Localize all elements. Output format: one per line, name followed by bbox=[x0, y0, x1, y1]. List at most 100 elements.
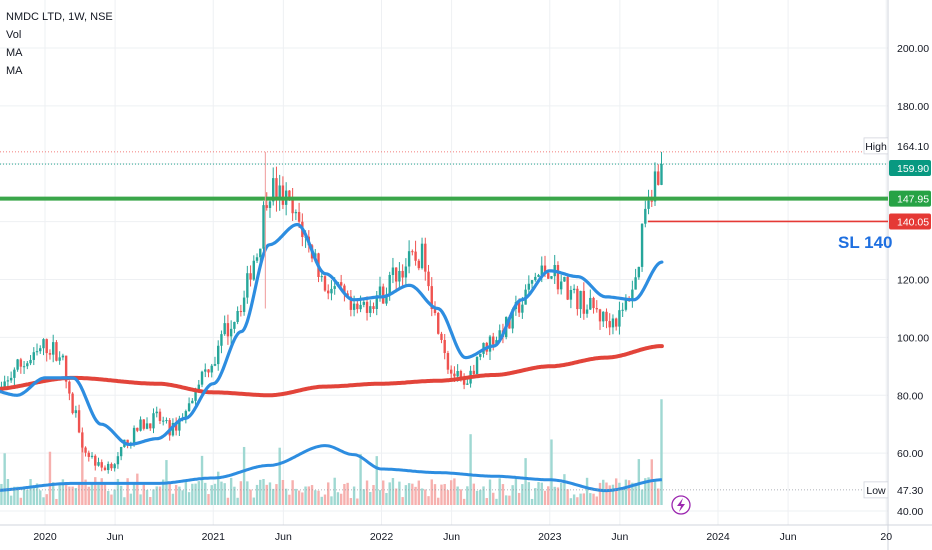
candle-body bbox=[87, 452, 90, 457]
candle-body bbox=[362, 301, 366, 305]
candle-body bbox=[97, 462, 100, 466]
candle-body bbox=[84, 447, 87, 453]
volume-bar bbox=[330, 496, 333, 505]
candle-body bbox=[637, 266, 641, 278]
volume-bar bbox=[327, 482, 330, 505]
price-tag-label: Low bbox=[866, 485, 886, 497]
candle-body bbox=[459, 370, 463, 379]
candle-body bbox=[598, 309, 602, 322]
candle-body bbox=[100, 462, 103, 468]
candle-body bbox=[39, 348, 42, 352]
time-tick-label: Jun bbox=[443, 531, 460, 543]
candle-body bbox=[398, 270, 401, 282]
candle-body bbox=[624, 299, 628, 310]
volume-bar bbox=[598, 482, 602, 505]
candle-body bbox=[511, 309, 514, 329]
volume-bar bbox=[501, 484, 505, 505]
candle-body bbox=[281, 185, 285, 205]
volume-bar bbox=[252, 497, 256, 505]
candle-body bbox=[495, 340, 498, 345]
volume-bar bbox=[394, 488, 398, 505]
volume-bar bbox=[534, 488, 537, 505]
candle-body bbox=[563, 276, 566, 282]
volume-bar bbox=[32, 487, 35, 505]
volume-bar bbox=[498, 478, 501, 505]
volume-bar bbox=[343, 483, 346, 505]
volume-bar bbox=[456, 486, 459, 505]
candle-body bbox=[592, 297, 595, 309]
volume-bar bbox=[77, 483, 81, 505]
candle-body bbox=[437, 312, 440, 334]
candle-body bbox=[103, 467, 107, 471]
candle-body bbox=[589, 297, 592, 310]
price-tag-stoploss: 140.05 bbox=[889, 213, 931, 230]
candle-body bbox=[19, 359, 23, 367]
price-tick-label: 60.00 bbox=[897, 448, 923, 460]
volume-bar bbox=[162, 479, 165, 505]
volume-bar bbox=[119, 485, 123, 505]
volume-bar bbox=[103, 484, 107, 505]
volume-bar bbox=[372, 485, 375, 505]
volume-bar bbox=[504, 495, 508, 505]
candle-body bbox=[236, 311, 239, 322]
volume-bar bbox=[514, 478, 518, 505]
volume-bar bbox=[382, 480, 385, 505]
volume-bar bbox=[589, 493, 592, 505]
volume-indicator-label[interactable]: Vol bbox=[6, 29, 22, 41]
volume-bar bbox=[404, 485, 408, 505]
time-tick-label: 2024 bbox=[706, 531, 730, 543]
volume-bar bbox=[81, 438, 84, 505]
volume-bar bbox=[19, 497, 23, 505]
volume-bar bbox=[482, 486, 485, 505]
candle-body bbox=[339, 282, 343, 286]
volume-bar bbox=[174, 485, 178, 505]
candle-body bbox=[168, 420, 171, 436]
volume-bar bbox=[100, 478, 103, 505]
volume-bar bbox=[236, 497, 239, 505]
candle-body bbox=[90, 455, 94, 457]
candle-body bbox=[71, 393, 74, 414]
candle-body bbox=[420, 243, 424, 269]
volume-bar bbox=[352, 486, 356, 505]
candle-body bbox=[359, 304, 362, 310]
candle-body bbox=[278, 185, 281, 201]
volume-bar bbox=[259, 479, 262, 505]
volume-bar bbox=[566, 489, 569, 505]
candle-body bbox=[404, 266, 408, 278]
volume-bar bbox=[123, 497, 126, 505]
candle-body bbox=[288, 190, 291, 199]
symbol-title[interactable]: NMDC LTD, 1W, NSE bbox=[6, 11, 113, 23]
volume-bar bbox=[605, 482, 608, 505]
volume-bar bbox=[94, 477, 97, 505]
volume-bar bbox=[537, 482, 540, 505]
price-tag-high: High 164.10 bbox=[863, 137, 931, 155]
volume-bar bbox=[427, 496, 430, 505]
volume-bar bbox=[602, 479, 605, 505]
candle-body bbox=[585, 309, 589, 314]
volume-bar bbox=[249, 489, 252, 505]
volume-bar bbox=[582, 493, 586, 505]
volume-bar bbox=[68, 486, 71, 505]
price-tick-label: 120.00 bbox=[897, 275, 929, 287]
candle-body bbox=[430, 286, 433, 310]
candle-body bbox=[414, 251, 417, 261]
volume-bar bbox=[55, 498, 58, 505]
volume-bar bbox=[647, 477, 650, 505]
candle-body bbox=[162, 420, 165, 422]
volume-bar bbox=[459, 489, 463, 505]
candle-body bbox=[327, 290, 330, 294]
candle-body bbox=[595, 308, 598, 310]
volume-bar bbox=[356, 498, 359, 505]
volume-bar bbox=[194, 483, 197, 505]
ma-indicator-label-1[interactable]: MA bbox=[6, 47, 23, 59]
volume-bar bbox=[255, 484, 259, 505]
volume-bar bbox=[644, 478, 647, 505]
ma-indicator-label-2[interactable]: MA bbox=[6, 65, 23, 77]
time-tick-label: 2022 bbox=[370, 531, 394, 543]
candle-body bbox=[453, 373, 456, 377]
volume-bar bbox=[45, 494, 48, 505]
candle-body bbox=[388, 275, 391, 295]
lightning-icon[interactable] bbox=[671, 495, 691, 515]
candle-body bbox=[547, 273, 550, 279]
